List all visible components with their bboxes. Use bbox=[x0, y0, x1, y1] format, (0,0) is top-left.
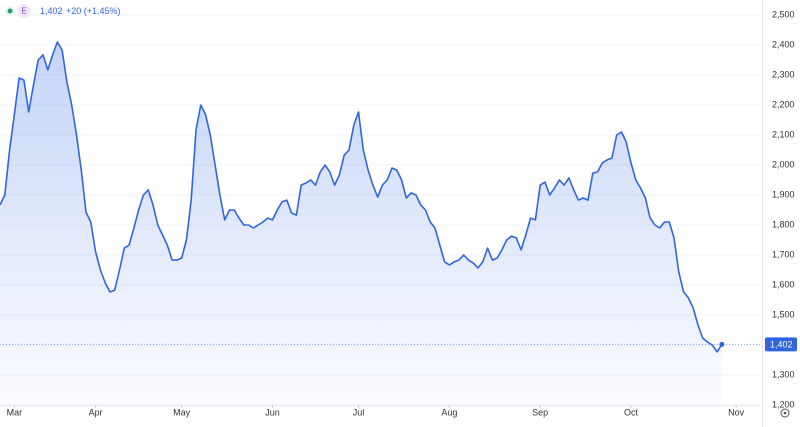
price-line bbox=[0, 41, 723, 353]
y-tick-label: 1,600 bbox=[772, 279, 795, 289]
y-tick-label: 2,000 bbox=[772, 159, 795, 169]
last-price-box bbox=[765, 337, 797, 352]
gear[interactable] bbox=[780, 408, 790, 418]
y-tick-label: 1,700 bbox=[772, 249, 795, 259]
y-tick-label: 1,900 bbox=[772, 189, 795, 199]
y-tick-label: 1,800 bbox=[772, 219, 795, 229]
x-tick-label: Mar bbox=[7, 407, 23, 417]
x-tick-label: Aug bbox=[441, 407, 457, 417]
legend: E 1,402 +20 (+1.45%) bbox=[5, 4, 121, 18]
x-tick-label: Oct bbox=[624, 407, 639, 417]
last-price-label: 1,402 bbox=[770, 339, 793, 349]
symbol: E bbox=[21, 7, 26, 16]
price: 1,402 bbox=[40, 6, 63, 16]
badge bbox=[17, 4, 31, 18]
x-tick-label: Jun bbox=[265, 407, 280, 417]
x-tick-label: Nov bbox=[728, 407, 745, 417]
status-dot bbox=[7, 8, 13, 14]
y-tick-label: 2,300 bbox=[772, 69, 795, 79]
y-tick-label: 2,100 bbox=[772, 129, 795, 139]
change: +20 (+1.45%) bbox=[66, 6, 121, 16]
gear-center bbox=[783, 411, 787, 415]
y-tick-label: 2,500 bbox=[772, 9, 795, 19]
y-tick-label: 2,400 bbox=[772, 39, 795, 49]
x-tick-label: Sep bbox=[532, 407, 548, 417]
y-tick-label: 1,300 bbox=[772, 369, 795, 379]
settings-icon[interactable] bbox=[780, 408, 790, 418]
x-tick-label: May bbox=[173, 407, 191, 417]
y-tick-label: 1,200 bbox=[772, 399, 795, 409]
x-tick-label: Jul bbox=[353, 407, 365, 417]
last-point bbox=[719, 341, 725, 347]
area-fill bbox=[0, 42, 722, 405]
x-tick-label: Apr bbox=[89, 407, 103, 417]
y-tick-label: 2,200 bbox=[772, 99, 795, 109]
y-tick-label: 1,500 bbox=[772, 309, 795, 319]
